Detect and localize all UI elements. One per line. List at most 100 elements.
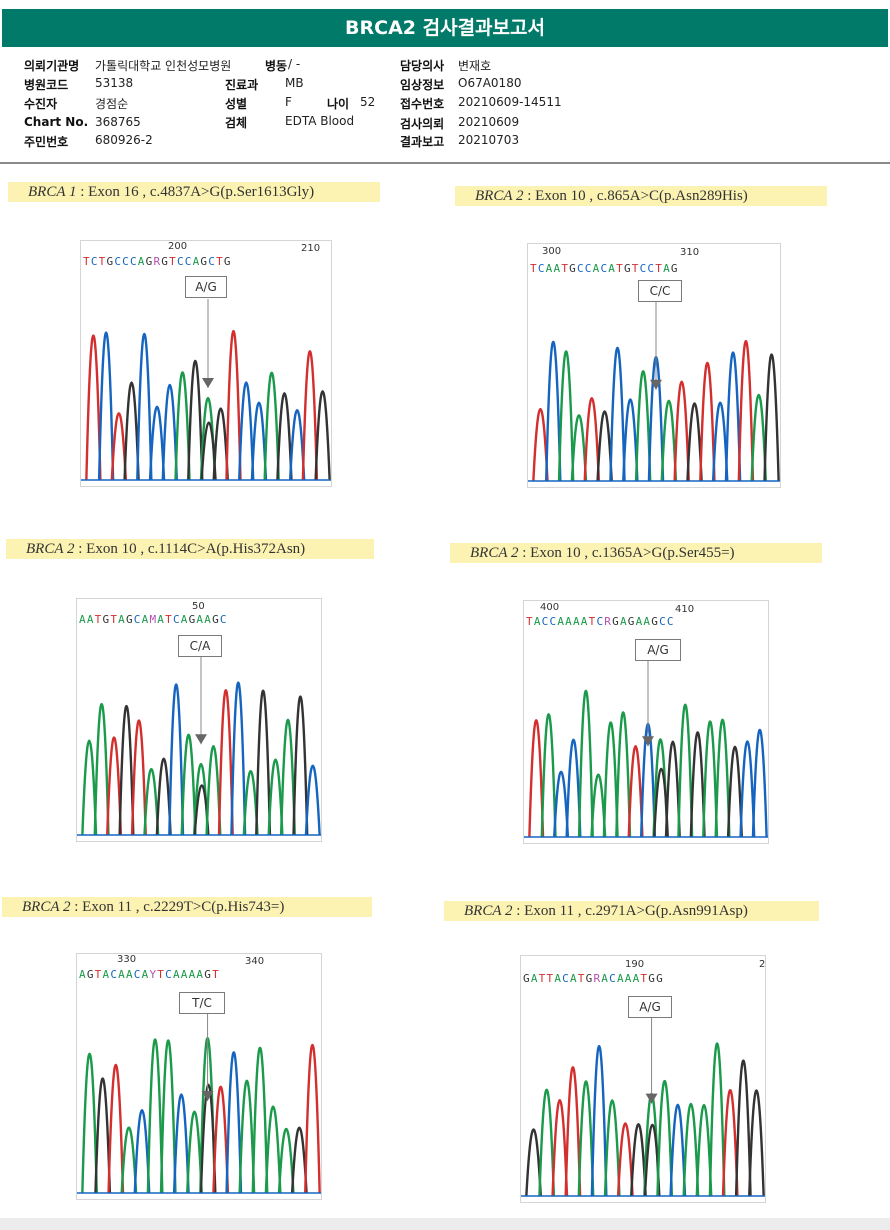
base-letter: A xyxy=(118,968,126,981)
header-divider xyxy=(0,162,890,164)
base-letter: G xyxy=(200,255,209,268)
trace-peak xyxy=(734,1059,752,1197)
pointer-arrow-icon xyxy=(201,1091,214,1101)
value-sex: F xyxy=(285,95,292,109)
trace-peak xyxy=(217,688,234,836)
position-label: 300 xyxy=(542,246,562,257)
variant-detail: Exon 11 , c.2229T>C(p.His743=) xyxy=(82,899,285,915)
trace-peak xyxy=(118,705,135,836)
pointer-arrow-icon xyxy=(642,736,654,747)
base-letter: G xyxy=(204,968,213,981)
trace-peak xyxy=(110,412,128,481)
base-letter: A xyxy=(141,968,150,981)
base-letter: A xyxy=(569,972,578,985)
trace-peak xyxy=(238,1079,256,1194)
trace-peak xyxy=(540,713,557,838)
chromatogram-frame: 300 310 TCAATGCCACATGTCCTAG C/C xyxy=(527,243,781,488)
base-letter: C xyxy=(549,615,558,628)
genotype-call: C/C xyxy=(638,280,682,302)
base-letter: G xyxy=(670,262,679,275)
label-request-date: 검사의뢰 xyxy=(400,117,445,131)
trace-peak xyxy=(97,331,115,481)
trace-peak xyxy=(634,370,652,482)
base-letter: A xyxy=(624,972,633,985)
trace-peak xyxy=(532,408,549,482)
base-letter: C xyxy=(666,615,675,628)
position-label: 400 xyxy=(540,602,560,613)
base-sequence: TCAATGCCACATGTCCTAG xyxy=(530,262,679,275)
gene-name: BRCA 2 xyxy=(470,545,519,561)
base-letter: A xyxy=(533,615,542,628)
base-sequence: TACCAAAATCRGAGAAGCC xyxy=(526,615,675,628)
base-letter: G xyxy=(106,255,115,268)
trace-peak xyxy=(267,758,284,836)
gene-name: BRCA 2 xyxy=(464,903,513,919)
base-letter: T xyxy=(83,255,91,268)
trace-peak xyxy=(120,1126,138,1194)
base-letter: A xyxy=(79,613,87,626)
trace-peak xyxy=(304,764,321,836)
trace-peak xyxy=(724,351,742,482)
base-letter: A xyxy=(196,613,205,626)
base-letter: A xyxy=(102,968,111,981)
genotype-call: A/G xyxy=(635,639,681,661)
base-letter: C xyxy=(122,255,130,268)
base-letter: T xyxy=(157,968,166,981)
base-letter: T xyxy=(98,255,107,268)
base-letter: G xyxy=(523,972,531,985)
trace-peak xyxy=(577,1080,595,1197)
trace-peak xyxy=(565,738,582,838)
page-footer-bar xyxy=(0,1218,890,1230)
label-ward: 병동 xyxy=(265,59,288,73)
base-letter: A xyxy=(592,262,601,275)
trace-peak xyxy=(739,740,756,838)
trace-peak xyxy=(699,361,716,482)
trace-peak xyxy=(615,711,632,838)
trace-peak xyxy=(545,340,562,482)
trace-peak xyxy=(630,1123,647,1197)
trace-peak xyxy=(686,402,703,482)
base-letter: R xyxy=(604,615,613,628)
base-letter: T xyxy=(530,262,538,275)
base-letter: T xyxy=(561,262,570,275)
trace-peak xyxy=(656,1079,674,1197)
trace-peak xyxy=(159,1039,177,1194)
base-letter: T xyxy=(212,968,220,981)
position-label: 190 xyxy=(625,959,645,970)
base-letter: G xyxy=(102,613,111,626)
trace-peak xyxy=(751,728,768,838)
trace-peak xyxy=(180,733,197,836)
trace-peak xyxy=(292,695,309,836)
base-sequence: AATGTAGCAMATCAGAAGC xyxy=(79,613,228,626)
base-letter: C xyxy=(541,615,550,628)
trace-peak xyxy=(199,1083,217,1194)
value-hospital-code: 53138 xyxy=(95,76,134,90)
value-doctor: 변재호 xyxy=(458,59,492,73)
position-label: 340 xyxy=(245,956,265,967)
base-letter: C xyxy=(133,968,142,981)
base-letter: T xyxy=(655,262,664,275)
chromatogram-frame: 330 340 AGTACAACAYTCAAAAGT T/C xyxy=(76,953,322,1200)
base-letter: A xyxy=(545,262,554,275)
trace-peak xyxy=(279,718,296,836)
base-letter: C xyxy=(176,255,185,268)
trace-peak xyxy=(538,1089,556,1197)
pointer-arrow-icon xyxy=(202,378,214,388)
base-letter: T xyxy=(546,972,555,985)
base-letter: A xyxy=(554,972,563,985)
trace-peak xyxy=(583,397,601,482)
trace-peak xyxy=(81,739,98,836)
trace-peak xyxy=(763,353,780,482)
base-letter: A xyxy=(619,615,628,628)
chromatogram-trace xyxy=(81,299,331,481)
base-letter: G xyxy=(651,615,660,628)
base-letter: C xyxy=(562,972,570,985)
trace-peak xyxy=(528,719,545,838)
trace-peak xyxy=(186,1110,203,1194)
position-label: 310 xyxy=(680,247,700,258)
base-sequence: AGTACAACAYTCAAAAGT xyxy=(79,968,220,981)
base-letter: C xyxy=(584,262,593,275)
base-letter: C xyxy=(133,613,142,626)
trace-peak xyxy=(590,1045,608,1197)
label-patient: 수진자 xyxy=(24,97,58,111)
